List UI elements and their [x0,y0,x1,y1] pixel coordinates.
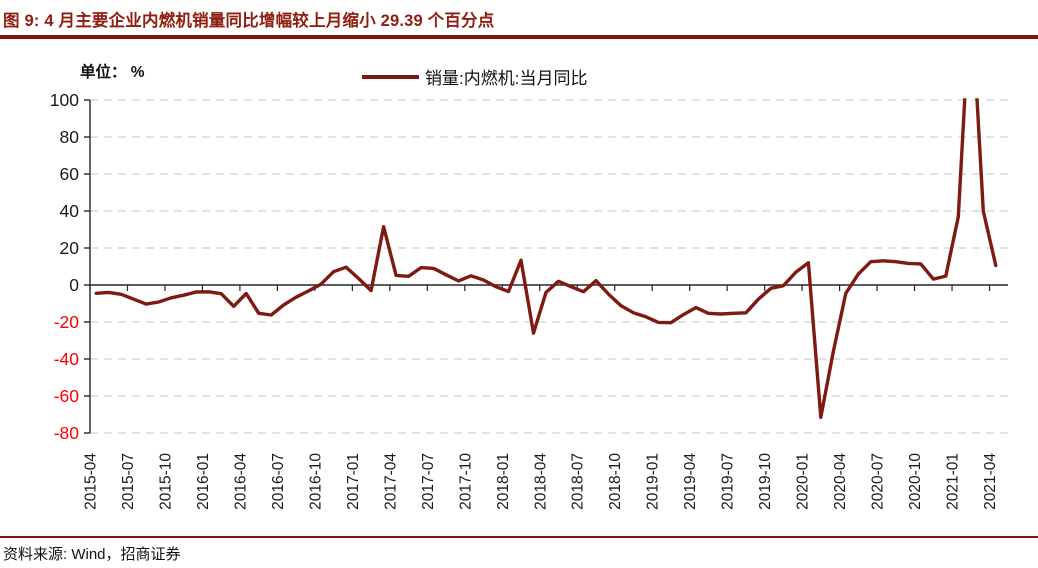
x-tick-label-2020-07: 2020-07 [870,453,887,510]
x-tick-label-2015-07: 2015-07 [120,453,137,510]
x-tick-label-2020-01: 2020-01 [795,453,812,510]
x-tick-label-2017-10: 2017-10 [457,453,474,510]
x-tick-label-2016-10: 2016-10 [307,453,324,510]
y-tick-label--60: -60 [54,386,80,406]
x-tick-label-2016-07: 2016-07 [270,453,287,510]
unit-label: 单位： % [80,64,145,81]
x-tick-label-2018-10: 2018-10 [607,453,624,510]
x-tick-label-2020-10: 2020-10 [907,453,924,510]
legend-series-label: 销量:内燃机:当月同比 [425,69,588,88]
chart-legend: 销量:内燃机:当月同比 [362,64,587,89]
title-underline-rule [0,35,1038,39]
x-tick-label-2019-10: 2019-10 [757,453,774,510]
figure-title: 图 9: 4 月主要企业内燃机销量同比增幅较上月缩小 29.39 个百分点 [3,12,495,30]
x-tick-label-2019-07: 2019-07 [720,453,737,510]
y-tick-label-0: 0 [69,275,79,295]
x-tick-label-2021-04: 2021-04 [982,453,999,510]
y-tick-label--40: -40 [54,349,80,369]
y-tick-label--80: -80 [54,423,80,443]
source-divider-rule [0,536,1038,538]
x-tick-label-2021-01: 2021-01 [945,453,962,510]
x-tick-label-2016-04: 2016-04 [232,453,249,510]
x-tick-label-2015-10: 2015-10 [157,453,174,510]
y-tick-label-100: 100 [50,90,79,110]
series-line-ic-engine-sales-yoy [94,98,998,419]
x-tick-label-2016-01: 2016-01 [195,453,212,510]
x-tick-label-2018-04: 2018-04 [532,453,549,510]
legend-line-swatch [362,74,419,79]
source-text: 资料来源: Wind，招商证券 [3,546,181,563]
x-tick-label-2017-04: 2017-04 [382,453,399,510]
x-tick-label-2018-07: 2018-07 [570,453,587,510]
x-tick-label-2020-04: 2020-04 [832,453,849,510]
y-tick-label-60: 60 [60,164,80,184]
y-tick-label-80: 80 [60,127,80,147]
x-tick-label-2018-01: 2018-01 [495,453,512,510]
x-tick-label-2019-04: 2019-04 [682,453,699,510]
x-tick-label-2017-01: 2017-01 [345,453,362,510]
y-tick-label--20: -20 [54,312,80,332]
x-tick-label-2015-04: 2015-04 [83,453,100,510]
x-tick-label-2019-01: 2019-01 [645,453,662,510]
x-tick-label-2017-07: 2017-07 [420,453,437,510]
y-tick-label-20: 20 [60,238,80,258]
y-tick-label-40: 40 [60,201,80,221]
